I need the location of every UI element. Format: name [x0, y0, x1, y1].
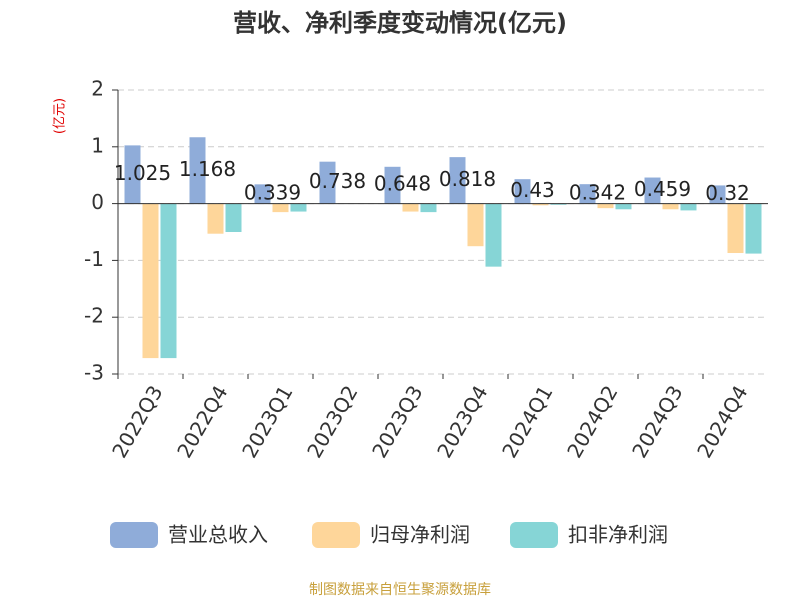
value-label: 0.738 [309, 169, 366, 193]
bar [532, 203, 549, 206]
value-label: 1.025 [114, 161, 171, 185]
x-tick-label: 2024Q2 [562, 381, 622, 462]
y-tick-label: 0 [91, 190, 104, 214]
x-tick-label: 2024Q4 [692, 381, 752, 462]
bar [597, 203, 614, 209]
y-axis-label: (亿元) [53, 98, 68, 134]
bar [272, 203, 289, 213]
bar [402, 203, 419, 212]
bar [254, 184, 271, 204]
value-label: 0.43 [510, 178, 555, 202]
x-tick-label: 2022Q3 [107, 381, 167, 462]
bar [579, 184, 596, 204]
bar [467, 203, 484, 247]
bar [514, 179, 531, 204]
bar [745, 203, 762, 254]
legend-label: 营业总收入 [168, 523, 268, 547]
bar [727, 203, 744, 254]
bar [319, 161, 336, 204]
value-label: 1.168 [179, 157, 236, 181]
bar [680, 203, 697, 211]
bar [449, 157, 466, 204]
value-label: 0.459 [634, 177, 691, 201]
legend-label: 扣非净利润 [568, 523, 668, 547]
x-tick-label: 2022Q4 [172, 381, 232, 462]
value-label: 0.818 [439, 167, 496, 191]
x-tick-label: 2023Q2 [302, 381, 362, 462]
bar [225, 203, 242, 232]
y-tick-label: 2 [91, 77, 104, 101]
value-label: 0.342 [569, 180, 626, 204]
x-tick-label: 2023Q3 [367, 381, 427, 462]
bar [550, 203, 567, 205]
bar [189, 137, 206, 204]
bar [124, 145, 141, 204]
bar [142, 203, 159, 359]
value-label: 0.339 [244, 180, 301, 204]
bar [420, 203, 437, 213]
value-label: 0.32 [705, 181, 750, 205]
value-label: 0.648 [374, 172, 431, 196]
bar [207, 203, 224, 234]
bar [662, 203, 679, 210]
bar [160, 203, 177, 359]
bar [290, 203, 307, 212]
y-tick-label: -1 [84, 247, 104, 271]
bar [709, 185, 726, 204]
bar [615, 203, 632, 210]
x-tick-label: 2023Q1 [237, 381, 297, 462]
x-tick-label: 2024Q3 [627, 381, 687, 462]
legend-label: 归母净利润 [370, 523, 470, 547]
x-tick-label: 2023Q4 [432, 381, 492, 462]
chart-title: 营收、净利季度变动情况(亿元) [233, 9, 567, 37]
legend-swatch [510, 522, 558, 548]
legend-swatch [312, 522, 360, 548]
y-tick-label: -2 [84, 304, 104, 328]
bar [644, 177, 661, 204]
bar [485, 203, 502, 267]
y-tick-label: -3 [84, 361, 104, 385]
source-note: 制图数据来自恒生聚源数据库 [309, 582, 491, 598]
x-tick-label: 2024Q1 [497, 381, 557, 462]
y-tick-label: 1 [91, 133, 104, 157]
bar [384, 166, 401, 204]
legend-swatch [110, 522, 158, 548]
